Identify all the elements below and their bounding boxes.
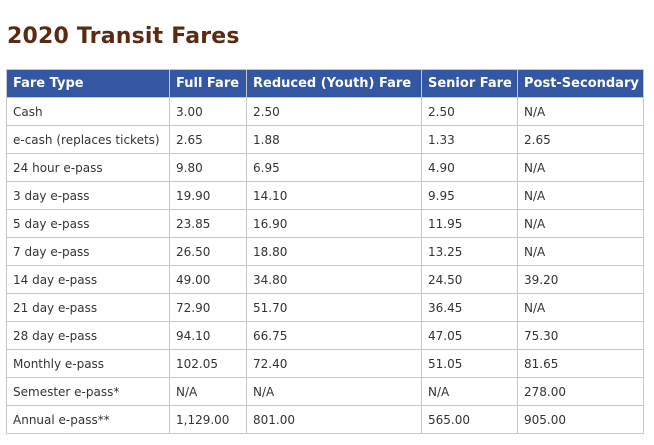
cell-full-fare: 94.10 bbox=[169, 321, 247, 350]
table-row: 24 hour e-pass 9.80 6.95 4.90 N/A bbox=[6, 153, 644, 182]
table-row: Semester e-pass* N/A N/A N/A 278.00 bbox=[6, 377, 644, 406]
header-post-secondary: Post-Secondary bbox=[517, 69, 644, 98]
cell-full-fare: 49.00 bbox=[169, 265, 247, 294]
header-senior-fare: Senior Fare bbox=[421, 69, 518, 98]
cell-full-fare: 2.65 bbox=[169, 125, 247, 154]
table-row: e-cash (replaces tickets) 2.65 1.88 1.33 2.6… bbox=[6, 125, 644, 154]
table-header-row: Fare Type Full Fare Reduced (Youth) Fare… bbox=[6, 69, 644, 98]
cell-post-secondary: 2.65 bbox=[517, 125, 644, 154]
cell-reduced-youth-fare: 6.95 bbox=[246, 153, 422, 182]
cell-full-fare: 23.85 bbox=[169, 209, 247, 238]
fares-table: Fare Type Full Fare Reduced (Youth) Fare… bbox=[6, 69, 644, 434]
cell-senior-fare: 47.05 bbox=[421, 321, 518, 350]
cell-senior-fare: 565.00 bbox=[421, 405, 518, 434]
table-body: Cash 3.00 2.50 2.50 N/A e-cash (replaces tick… bbox=[6, 97, 644, 434]
cell-post-secondary: N/A bbox=[517, 209, 644, 238]
cell-full-fare: 72.90 bbox=[169, 293, 247, 322]
header-full-fare: Full Fare bbox=[169, 69, 247, 98]
table-row: 21 day e-pass 72.90 51.70 36.45 N/A bbox=[6, 293, 644, 322]
cell-fare-type: 7 day e-pass bbox=[6, 237, 170, 266]
cell-full-fare: 26.50 bbox=[169, 237, 247, 266]
cell-fare-type: 24 hour e-pass bbox=[6, 153, 170, 182]
cell-post-secondary: 39.20 bbox=[517, 265, 644, 294]
cell-senior-fare: 9.95 bbox=[421, 181, 518, 210]
cell-senior-fare: 51.05 bbox=[421, 349, 518, 378]
header-reduced-youth-fare: Reduced (Youth) Fare bbox=[246, 69, 422, 98]
cell-full-fare: 102.05 bbox=[169, 349, 247, 378]
cell-post-secondary: N/A bbox=[517, 153, 644, 182]
cell-fare-type: Annual e-pass** bbox=[6, 405, 170, 434]
cell-fare-type: Cash bbox=[6, 97, 170, 126]
cell-fare-type: Monthly e-pass bbox=[6, 349, 170, 378]
cell-fare-type: 5 day e-pass bbox=[6, 209, 170, 238]
page-title: 2020 Transit Fares bbox=[7, 24, 240, 49]
cell-reduced-youth-fare: 51.70 bbox=[246, 293, 422, 322]
cell-senior-fare: 4.90 bbox=[421, 153, 518, 182]
cell-post-secondary: N/A bbox=[517, 97, 644, 126]
cell-fare-type: 28 day e-pass bbox=[6, 321, 170, 350]
cell-senior-fare: 24.50 bbox=[421, 265, 518, 294]
table-row: 3 day e-pass 19.90 14.10 9.95 N/A bbox=[6, 181, 644, 210]
cell-senior-fare: N/A bbox=[421, 377, 518, 406]
cell-post-secondary: N/A bbox=[517, 293, 644, 322]
cell-post-secondary: N/A bbox=[517, 237, 644, 266]
cell-post-secondary: 278.00 bbox=[517, 377, 644, 406]
cell-post-secondary: 905.00 bbox=[517, 405, 644, 434]
cell-reduced-youth-fare: 2.50 bbox=[246, 97, 422, 126]
cell-full-fare: 1,129.00 bbox=[169, 405, 247, 434]
cell-post-secondary: 75.30 bbox=[517, 321, 644, 350]
cell-senior-fare: 1.33 bbox=[421, 125, 518, 154]
cell-post-secondary: N/A bbox=[517, 181, 644, 210]
cell-fare-type: Semester e-pass* bbox=[6, 377, 170, 406]
cell-fare-type: e-cash (replaces tickets) bbox=[6, 125, 170, 154]
cell-senior-fare: 13.25 bbox=[421, 237, 518, 266]
table-row: Annual e-pass** 1,129.00 801.00 565.00 905.0… bbox=[6, 405, 644, 434]
table-row: Monthly e-pass 102.05 72.40 51.05 81.65 bbox=[6, 349, 644, 378]
header-fare-type: Fare Type bbox=[6, 69, 170, 98]
cell-reduced-youth-fare: 18.80 bbox=[246, 237, 422, 266]
cell-reduced-youth-fare: N/A bbox=[246, 377, 422, 406]
cell-fare-type: 3 day e-pass bbox=[6, 181, 170, 210]
cell-post-secondary: 81.65 bbox=[517, 349, 644, 378]
cell-reduced-youth-fare: 72.40 bbox=[246, 349, 422, 378]
cell-reduced-youth-fare: 16.90 bbox=[246, 209, 422, 238]
table-row: 14 day e-pass 49.00 34.80 24.50 39.20 bbox=[6, 265, 644, 294]
cell-full-fare: 19.90 bbox=[169, 181, 247, 210]
cell-full-fare: N/A bbox=[169, 377, 247, 406]
cell-reduced-youth-fare: 34.80 bbox=[246, 265, 422, 294]
cell-fare-type: 21 day e-pass bbox=[6, 293, 170, 322]
cell-full-fare: 3.00 bbox=[169, 97, 247, 126]
table-row: 5 day e-pass 23.85 16.90 11.95 N/A bbox=[6, 209, 644, 238]
table-row: 28 day e-pass 94.10 66.75 47.05 75.30 bbox=[6, 321, 644, 350]
cell-senior-fare: 36.45 bbox=[421, 293, 518, 322]
cell-fare-type: 14 day e-pass bbox=[6, 265, 170, 294]
cell-reduced-youth-fare: 66.75 bbox=[246, 321, 422, 350]
cell-senior-fare: 2.50 bbox=[421, 97, 518, 126]
cell-reduced-youth-fare: 801.00 bbox=[246, 405, 422, 434]
cell-senior-fare: 11.95 bbox=[421, 209, 518, 238]
cell-reduced-youth-fare: 14.10 bbox=[246, 181, 422, 210]
cell-full-fare: 9.80 bbox=[169, 153, 247, 182]
table-row: Cash 3.00 2.50 2.50 N/A bbox=[6, 97, 644, 126]
cell-reduced-youth-fare: 1.88 bbox=[246, 125, 422, 154]
table-row: 7 day e-pass 26.50 18.80 13.25 N/A bbox=[6, 237, 644, 266]
